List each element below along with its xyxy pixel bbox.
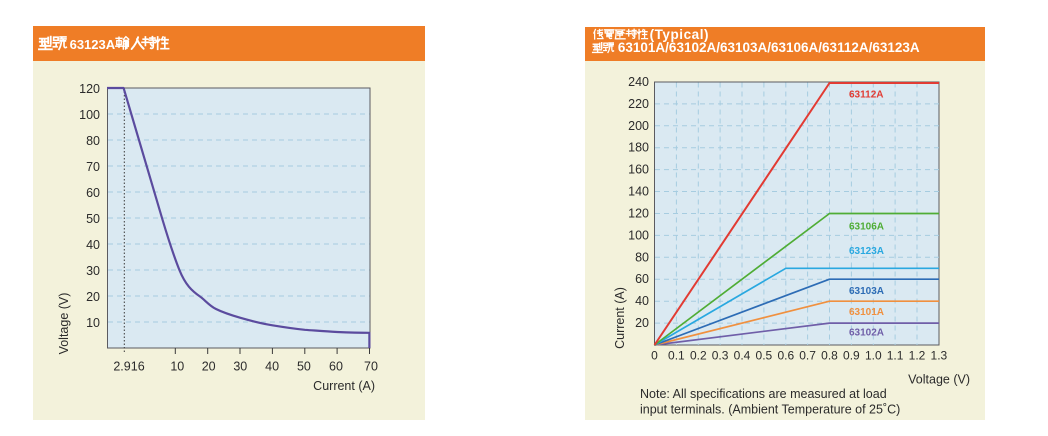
svg-text:63103A: 63103A (849, 286, 884, 297)
svg-text:0.5: 0.5 (756, 349, 773, 363)
svg-text:Current (A): Current (A) (613, 287, 627, 349)
svg-text:40: 40 (635, 294, 649, 308)
svg-text:input terminals. (Ambient Temp: input terminals. (Ambient Temperature of… (640, 403, 900, 417)
svg-text:240: 240 (628, 75, 649, 89)
svg-text:0.2: 0.2 (690, 349, 707, 363)
svg-text:Voltage (V): Voltage (V) (908, 373, 970, 387)
svg-text:30: 30 (86, 264, 100, 278)
svg-text:40: 40 (265, 360, 279, 374)
svg-text:(Typical): (Typical) (650, 27, 709, 42)
svg-text:80: 80 (635, 250, 649, 264)
svg-text:40: 40 (86, 238, 100, 252)
svg-text:100: 100 (79, 108, 100, 122)
svg-text:20: 20 (635, 316, 649, 330)
svg-text:1.1: 1.1 (887, 349, 904, 363)
svg-text:160: 160 (628, 163, 649, 177)
svg-text:20: 20 (202, 360, 216, 374)
svg-text:63102A: 63102A (849, 328, 884, 339)
svg-text:0.8: 0.8 (821, 349, 838, 363)
svg-text:63106A: 63106A (849, 222, 884, 233)
svg-text:10: 10 (170, 360, 184, 374)
svg-text:63123A: 63123A (849, 246, 884, 257)
svg-text:63123A: 63123A (70, 37, 116, 52)
svg-text:60: 60 (635, 272, 649, 286)
svg-text:50: 50 (297, 360, 311, 374)
svg-text:60: 60 (86, 186, 100, 200)
svg-text:100: 100 (628, 228, 649, 242)
svg-text:63101A: 63101A (849, 307, 884, 318)
svg-text:0.6: 0.6 (777, 349, 794, 363)
svg-text:30: 30 (233, 360, 247, 374)
svg-text:1.2: 1.2 (909, 349, 926, 363)
svg-text:140: 140 (628, 185, 649, 199)
svg-text:0.4: 0.4 (734, 349, 751, 363)
svg-text:70: 70 (364, 360, 378, 374)
svg-text:0: 0 (651, 349, 658, 363)
svg-text:0.1: 0.1 (668, 349, 685, 363)
svg-text:63101A/63102A/63103A/63106A/63: 63101A/63102A/63103A/63106A/63112A/63123… (618, 40, 920, 55)
svg-text:50: 50 (86, 212, 100, 226)
svg-text:0.7: 0.7 (799, 349, 816, 363)
svg-text:70: 70 (86, 160, 100, 174)
svg-text:63112A: 63112A (849, 90, 883, 101)
svg-text:10: 10 (86, 316, 100, 330)
svg-text:0.9: 0.9 (843, 349, 860, 363)
svg-text:1.0: 1.0 (865, 349, 882, 363)
svg-text:2.916: 2.916 (113, 360, 144, 374)
svg-text:Note: All specifications are m: Note: All specifications are measured at… (640, 387, 887, 401)
svg-text:180: 180 (628, 141, 649, 155)
svg-text:60: 60 (329, 360, 343, 374)
svg-text:Voltage (V): Voltage (V) (57, 293, 71, 355)
svg-text:1.3: 1.3 (931, 349, 948, 363)
svg-text:20: 20 (86, 290, 100, 304)
svg-text:200: 200 (628, 119, 649, 133)
svg-text:80: 80 (86, 134, 100, 148)
svg-text:120: 120 (79, 82, 100, 96)
svg-text:0.3: 0.3 (712, 349, 729, 363)
svg-text:120: 120 (628, 207, 649, 221)
svg-text:Current (A): Current (A) (313, 379, 375, 393)
svg-text:220: 220 (628, 97, 649, 111)
